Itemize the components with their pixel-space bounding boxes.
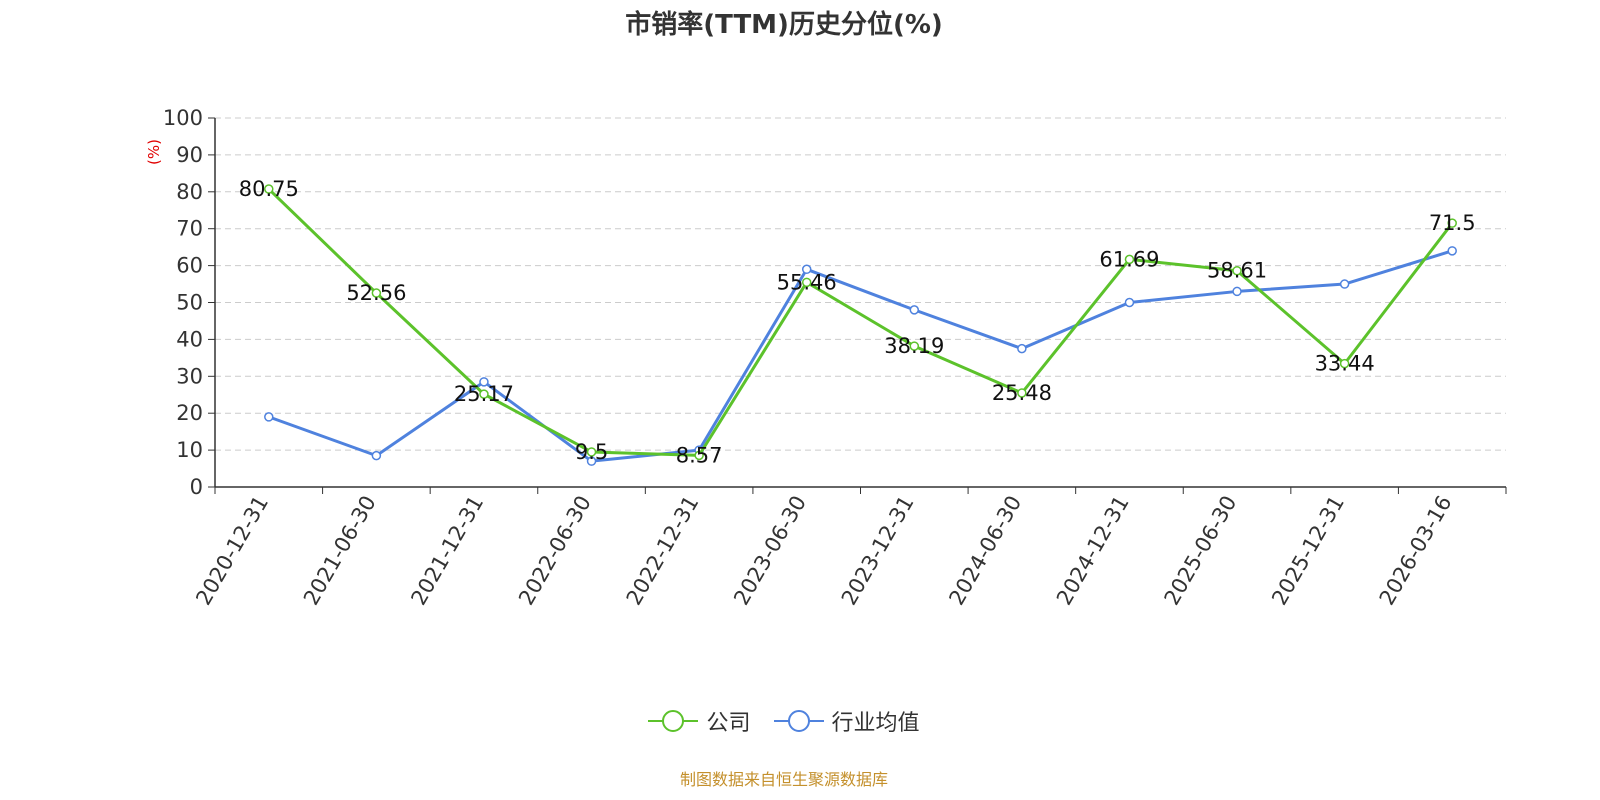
series-line <box>267 187 1454 457</box>
data-point <box>264 184 274 194</box>
data-label: 71.5 <box>1429 211 1476 235</box>
data-label: 38.19 <box>884 334 944 358</box>
y-tick-label: 60 <box>176 254 203 278</box>
data-point <box>1124 297 1135 308</box>
data-label: 9.5 <box>575 440 608 464</box>
line-chart: 0 10 20 30 40 50 60 70 80 90 100(%) 2020-12-31 2021-… <box>145 106 1507 610</box>
series-lines <box>264 184 1457 466</box>
x-tick-label: 2020-12-31 <box>191 492 273 610</box>
chart-title: 市销率(TTM)历史分位(%) <box>625 10 943 40</box>
data-point <box>1339 358 1350 369</box>
x-tick-label: 2023-06-30 <box>729 492 811 610</box>
data-point <box>479 377 489 387</box>
legend-company-marker-icon <box>648 710 699 732</box>
data-point <box>694 450 704 461</box>
y-tick-label: 70 <box>176 217 203 241</box>
x-tick-label: 2021-06-30 <box>299 492 381 610</box>
legend-industry-marker-icon <box>773 710 824 732</box>
y-axis-label: (%) <box>145 139 163 165</box>
y-tick-label: 100 <box>163 106 203 130</box>
data-point <box>909 305 920 315</box>
source-note: 制图数据来自恒生聚源数据库 <box>679 770 888 789</box>
data-point <box>801 277 812 288</box>
legend-industry-label: 行业均值 <box>831 711 920 736</box>
legend-item-industry[interactable]: 行业均值 <box>773 705 920 737</box>
data-point <box>371 288 382 298</box>
grid-lines <box>215 117 1506 451</box>
data-label: 61.69 <box>1099 247 1159 271</box>
data-point <box>264 412 274 422</box>
data-label: 25.48 <box>992 381 1052 405</box>
y-tick-label: 0 <box>190 475 203 499</box>
x-tick-label: 2026-03-16 <box>1375 492 1457 610</box>
legend-item-company[interactable]: 公司 <box>648 705 751 737</box>
x-tick-label: 2025-06-30 <box>1160 492 1242 610</box>
y-tick-label: 80 <box>176 180 203 204</box>
y-tick-label: 50 <box>176 291 203 315</box>
data-point <box>1017 388 1027 398</box>
data-label: 55.46 <box>777 270 837 294</box>
y-tick-label: 10 <box>176 438 203 462</box>
x-tick-label: 2022-12-31 <box>622 492 704 610</box>
x-tick-label: 2024-06-30 <box>944 492 1026 610</box>
data-label: 58.61 <box>1207 259 1267 283</box>
data-point <box>586 456 597 466</box>
data-point <box>1447 218 1457 228</box>
y-tick-label: 30 <box>176 364 203 388</box>
data-point <box>1232 265 1242 276</box>
data-point <box>1124 254 1135 265</box>
data-point <box>909 341 920 351</box>
data-point <box>586 447 597 457</box>
series-line <box>268 249 1453 463</box>
axes: 0 10 20 30 40 50 60 70 80 90 100(%) 2020-12-31 2021-… <box>145 106 1507 610</box>
data-point <box>1017 343 1027 354</box>
y-tick-label: 20 <box>176 401 203 425</box>
x-tick-label: 2025-12-31 <box>1267 492 1349 610</box>
x-tick-label: 2023-12-31 <box>837 492 919 610</box>
data-label: 52.56 <box>346 281 406 305</box>
x-tick-label: 2024-12-31 <box>1052 492 1134 610</box>
data-label: 33.44 <box>1315 352 1375 376</box>
data-labels: 80.75 52.56 25.17 9.5 8.57 55.46 38.19 25.48 61.… <box>239 177 1476 467</box>
data-point <box>371 450 382 461</box>
data-point <box>479 389 489 399</box>
legend-company-label: 公司 <box>706 711 751 736</box>
data-label: 25.17 <box>454 382 514 406</box>
data-label: 80.75 <box>239 177 299 201</box>
y-tick-label: 90 <box>176 143 203 167</box>
data-point <box>1232 286 1242 297</box>
data-point <box>801 264 812 275</box>
x-tick-label: 2022-06-30 <box>514 492 596 610</box>
data-label: 8.57 <box>676 443 723 467</box>
legend: 公司 行业均值 <box>0 705 1568 739</box>
data-point <box>1447 246 1457 256</box>
x-tick-label: 2021-12-31 <box>406 492 488 610</box>
data-point <box>1339 279 1350 289</box>
y-tick-label: 40 <box>176 327 203 351</box>
